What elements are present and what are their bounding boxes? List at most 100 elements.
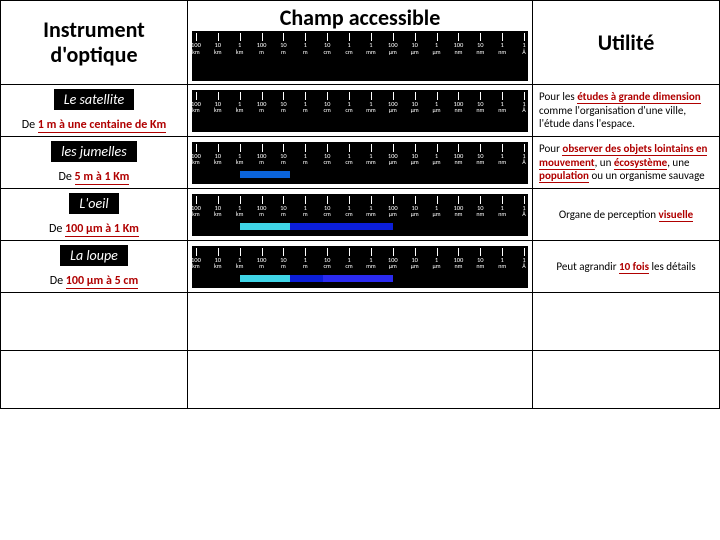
scale-ruler: 100km10km1km100m10m1m10cm1cm1mm100µm10µm…	[192, 194, 528, 236]
scale-tick	[524, 33, 525, 41]
scale-tick	[240, 92, 241, 100]
utility-cell: Peut agrandir 10 fois les détails	[533, 241, 720, 293]
range-bar	[240, 171, 290, 178]
scale-tick	[415, 144, 416, 152]
scale-tick	[196, 144, 197, 152]
scale-tick	[327, 196, 328, 204]
scale-tick	[218, 33, 219, 41]
scale-tick-label: 1Å	[510, 101, 538, 114]
instrument-cell: La loupe De 100 µm à 5 cm	[1, 241, 188, 293]
scale-ruler: 100km10km1km100m10m1m10cm1cm1mm100µm10µm…	[192, 31, 528, 81]
scale-tick-label: 1Å	[510, 205, 538, 218]
scale-cell: 100km10km1km100m10m1m10cm1cm1mm100µm10µm…	[187, 189, 532, 241]
scale-tick	[524, 92, 525, 100]
scale-tick	[480, 248, 481, 256]
scale-tick	[305, 144, 306, 152]
scale-tick	[437, 92, 438, 100]
scale-tick	[327, 144, 328, 152]
scale-tick	[240, 248, 241, 256]
scale-ruler: 100km10km1km100m10m1m10cm1cm1mm100µm10µm…	[192, 246, 528, 288]
scale-tick	[196, 196, 197, 204]
header-champ: Champ accessible	[192, 4, 528, 31]
scale-tick	[283, 144, 284, 152]
utility-cell: Pour les études à grande dimension comme…	[533, 85, 720, 137]
empty-cell	[187, 351, 532, 409]
empty-cell	[533, 293, 720, 351]
scale-tick	[349, 196, 350, 204]
instrument-range: De 100 µm à 5 cm	[7, 274, 181, 288]
scale-tick	[502, 144, 503, 152]
scale-tick	[218, 92, 219, 100]
optics-table: Instrument d'optiqueChamp accessible100k…	[0, 0, 720, 409]
instrument-range: De 100 µm à 1 Km	[7, 222, 181, 236]
scale-tick	[393, 248, 394, 256]
scale-tick	[349, 144, 350, 152]
utility-cell: Organe de perception visuelle	[533, 189, 720, 241]
instrument-name: les jumelles	[51, 141, 136, 162]
scale-tick	[371, 33, 372, 41]
header-utilite: Utilité	[533, 1, 720, 85]
scale-tick	[371, 92, 372, 100]
scale-tick-label: 1Å	[510, 153, 538, 166]
scale-tick	[349, 33, 350, 41]
scale-tick	[437, 248, 438, 256]
instrument-name: La loupe	[60, 245, 128, 266]
scale-ruler: 100km10km1km100m10m1m10cm1cm1mm100µm10µm…	[192, 90, 528, 132]
scale-cell: 100km10km1km100m10m1m10cm1cm1mm100µm10µm…	[187, 137, 532, 189]
scale-tick	[458, 248, 459, 256]
range-bar	[290, 223, 393, 230]
scale-tick	[283, 248, 284, 256]
scale-tick	[524, 196, 525, 204]
range-bar	[323, 275, 393, 282]
scale-tick	[415, 92, 416, 100]
scale-tick	[305, 196, 306, 204]
scale-tick	[458, 196, 459, 204]
scale-tick	[415, 33, 416, 41]
scale-tick	[327, 33, 328, 41]
scale-tick	[240, 196, 241, 204]
scale-tick	[502, 196, 503, 204]
scale-tick	[196, 248, 197, 256]
scale-tick	[393, 33, 394, 41]
scale-tick	[480, 196, 481, 204]
scale-tick	[262, 196, 263, 204]
scale-tick	[415, 248, 416, 256]
scale-tick	[393, 196, 394, 204]
empty-cell	[187, 293, 532, 351]
scale-tick	[196, 92, 197, 100]
scale-tick	[415, 196, 416, 204]
scale-tick	[262, 92, 263, 100]
scale-tick	[349, 92, 350, 100]
scale-tick	[218, 248, 219, 256]
scale-tick	[393, 144, 394, 152]
instrument-cell: Le satelliteDe 1 m à une centaine de Km	[1, 85, 188, 137]
scale-tick	[371, 248, 372, 256]
instrument-cell: les jumelles De 5 m à 1 Km	[1, 137, 188, 189]
scale-tick	[524, 248, 525, 256]
scale-tick	[283, 33, 284, 41]
scale-tick	[480, 144, 481, 152]
scale-tick	[349, 248, 350, 256]
scale-tick	[437, 196, 438, 204]
range-bar	[240, 223, 290, 230]
scale-tick	[480, 33, 481, 41]
range-bar	[240, 275, 290, 282]
scale-tick	[437, 144, 438, 152]
scale-tick	[327, 92, 328, 100]
range-bar	[290, 275, 323, 282]
scale-tick	[371, 144, 372, 152]
scale-tick	[305, 248, 306, 256]
scale-tick	[393, 92, 394, 100]
scale-tick	[327, 248, 328, 256]
scale-tick	[196, 33, 197, 41]
header-instrument: Instrument d'optique	[1, 1, 188, 85]
instrument-name: L'oeil	[69, 193, 118, 214]
scale-tick	[305, 33, 306, 41]
scale-tick	[458, 92, 459, 100]
scale-cell: 100km10km1km100m10m1m10cm1cm1mm100µm10µm…	[187, 241, 532, 293]
scale-ruler: 100km10km1km100m10m1m10cm1cm1mm100µm10µm…	[192, 142, 528, 184]
scale-tick-label: 1Å	[510, 257, 538, 270]
instrument-range: De 5 m à 1 Km	[7, 170, 181, 184]
instrument-name: Le satellite	[54, 89, 134, 110]
scale-tick	[524, 144, 525, 152]
